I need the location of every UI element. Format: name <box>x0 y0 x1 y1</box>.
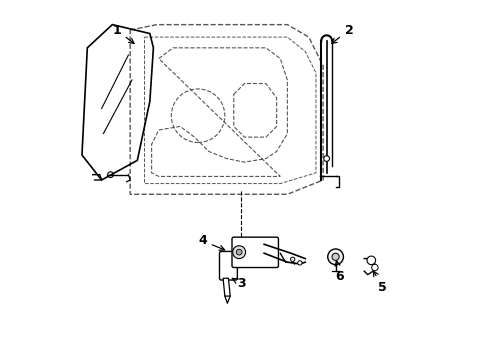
Circle shape <box>366 256 375 265</box>
Polygon shape <box>223 278 230 296</box>
Text: 2: 2 <box>331 23 352 44</box>
Text: 1: 1 <box>112 23 134 44</box>
Circle shape <box>297 261 302 265</box>
Circle shape <box>323 156 329 161</box>
Text: 6: 6 <box>334 261 344 283</box>
FancyBboxPatch shape <box>219 251 237 280</box>
Circle shape <box>232 246 245 258</box>
Circle shape <box>327 249 343 265</box>
FancyBboxPatch shape <box>231 237 278 267</box>
Circle shape <box>331 253 339 260</box>
Circle shape <box>371 264 377 271</box>
Circle shape <box>290 257 294 261</box>
Text: 4: 4 <box>198 234 224 250</box>
Text: 3: 3 <box>232 277 245 290</box>
Circle shape <box>236 249 242 255</box>
Text: 5: 5 <box>373 271 386 294</box>
